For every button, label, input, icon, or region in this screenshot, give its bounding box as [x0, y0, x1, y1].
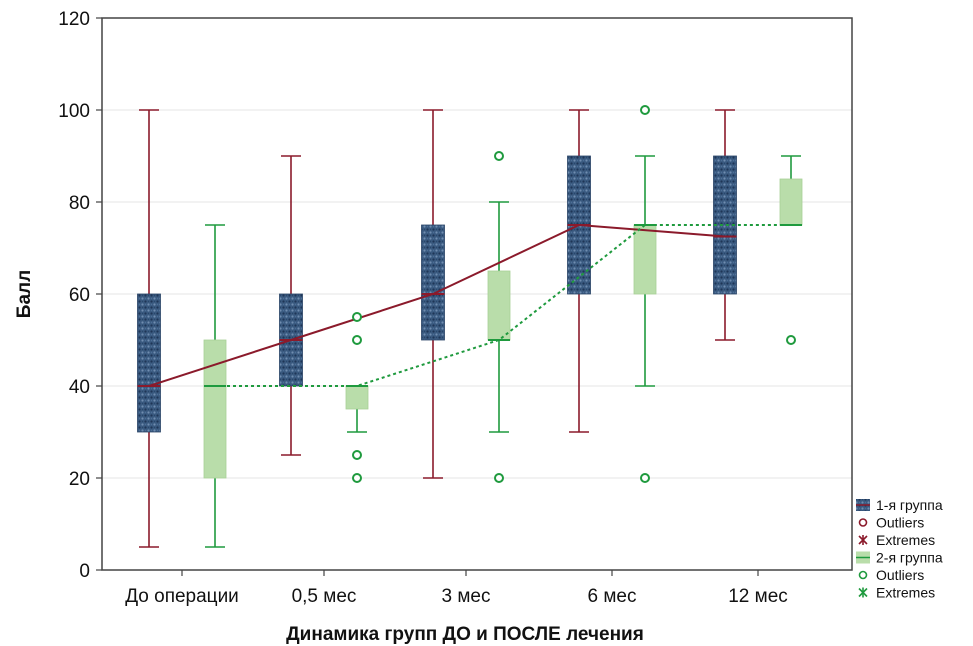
- box-group-2: [633, 155, 657, 387]
- y-tick-label: 100: [58, 101, 90, 122]
- x-axis-title: Динамика групп ДО и ПОСЛЕ лечения: [286, 624, 644, 645]
- y-tick-label: 20: [69, 469, 90, 490]
- box: [345, 385, 369, 410]
- legend-marker: [858, 570, 868, 580]
- box-group-2: [779, 155, 803, 226]
- x-tick-label: До операции: [125, 586, 239, 607]
- box: [779, 178, 803, 226]
- legend-label: Extremes: [876, 585, 935, 601]
- median-lines: [148, 223, 791, 387]
- box: [713, 155, 737, 295]
- box: [487, 270, 511, 341]
- y-tick-label: 40: [69, 377, 90, 398]
- outlier-point: [352, 473, 362, 483]
- box-group-1: [713, 109, 737, 341]
- y-axis-ticks: 0 20 40 60 80 100 120: [58, 9, 102, 582]
- legend-item: Outliers: [858, 567, 924, 583]
- legend-label: Outliers: [876, 567, 924, 583]
- legend-marker: [858, 518, 868, 527]
- legend-label: 2-я группа: [876, 550, 943, 566]
- box-group-2: [345, 385, 369, 433]
- box: [421, 224, 445, 341]
- box-series: [137, 109, 803, 548]
- box-group-1: [137, 109, 161, 548]
- legend-item: 2-я группа: [856, 550, 943, 566]
- x-axis-ticks: До операции 0,5 мес 3 мес 6 мес 12 мес: [125, 570, 788, 607]
- box: [633, 224, 657, 295]
- outlier-point: [352, 312, 362, 322]
- y-axis-title: Балл: [14, 270, 35, 318]
- outlier-point: [640, 105, 650, 115]
- outlier-point: [494, 473, 504, 483]
- outlier-point: [640, 473, 650, 483]
- legend-item: Outliers: [858, 515, 924, 531]
- legend-item: Extremes: [858, 532, 935, 548]
- median-line-1: [148, 223, 726, 387]
- box: [137, 293, 161, 433]
- box-group-2: [487, 201, 511, 433]
- box-group-1: [279, 155, 303, 456]
- outlier-point: [494, 151, 504, 161]
- y-tick-label: 60: [69, 285, 90, 306]
- y-tick-label: 0: [79, 561, 90, 582]
- outlier-point: [352, 450, 362, 460]
- legend-label: 1-я группа: [876, 497, 943, 513]
- legend-label: Extremes: [876, 532, 935, 548]
- x-tick-label: 3 мес: [442, 586, 491, 607]
- y-tick-label: 80: [69, 193, 90, 214]
- outlier-point: [352, 335, 362, 345]
- box: [203, 339, 227, 479]
- legend-label: Outliers: [876, 515, 924, 531]
- x-tick-label: 12 мес: [728, 586, 788, 607]
- legend-item: Extremes: [858, 585, 935, 601]
- legend-item: 1-я группа: [856, 497, 943, 513]
- outlier-points: [352, 105, 796, 483]
- x-tick-label: 6 мес: [588, 586, 637, 607]
- y-tick-label: 120: [58, 9, 90, 30]
- x-tick-label: 0,5 мес: [292, 586, 357, 607]
- outlier-point: [786, 335, 796, 345]
